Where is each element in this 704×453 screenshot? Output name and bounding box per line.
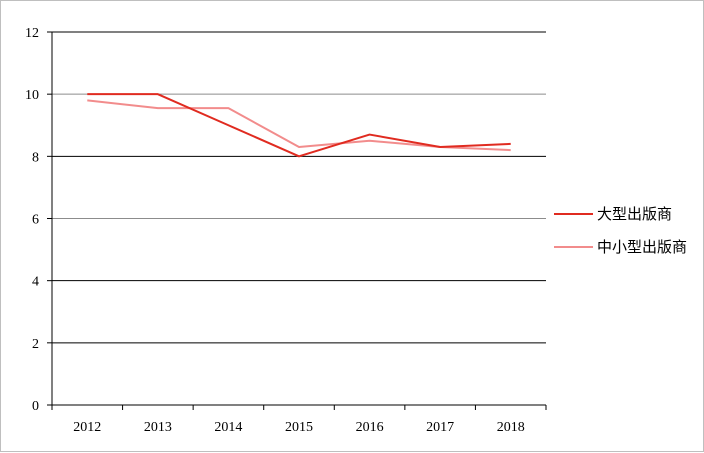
x-tick-label: 2016	[356, 420, 384, 435]
y-tick-label: 0	[32, 399, 39, 414]
x-tick-label: 2013	[144, 420, 172, 435]
y-tick-label: 6	[32, 213, 39, 228]
x-tick-label: 2015	[285, 420, 313, 435]
y-tick-label: 12	[25, 26, 39, 41]
series-line-0	[87, 93, 511, 158]
y-tick-label: 2	[32, 337, 39, 352]
series-line-1	[87, 99, 511, 152]
y-tick-label: 8	[32, 150, 39, 165]
x-tick-label: 2014	[214, 420, 242, 435]
x-tick-label: 2018	[497, 420, 525, 435]
legend-label-1: 中小型出版商	[597, 238, 687, 256]
x-tick-label: 2017	[426, 420, 454, 435]
y-tick-label: 10	[25, 88, 39, 103]
x-tick-label: 2012	[73, 420, 101, 435]
legend-label-0: 大型出版商	[597, 205, 672, 223]
y-tick-label: 4	[32, 275, 39, 290]
